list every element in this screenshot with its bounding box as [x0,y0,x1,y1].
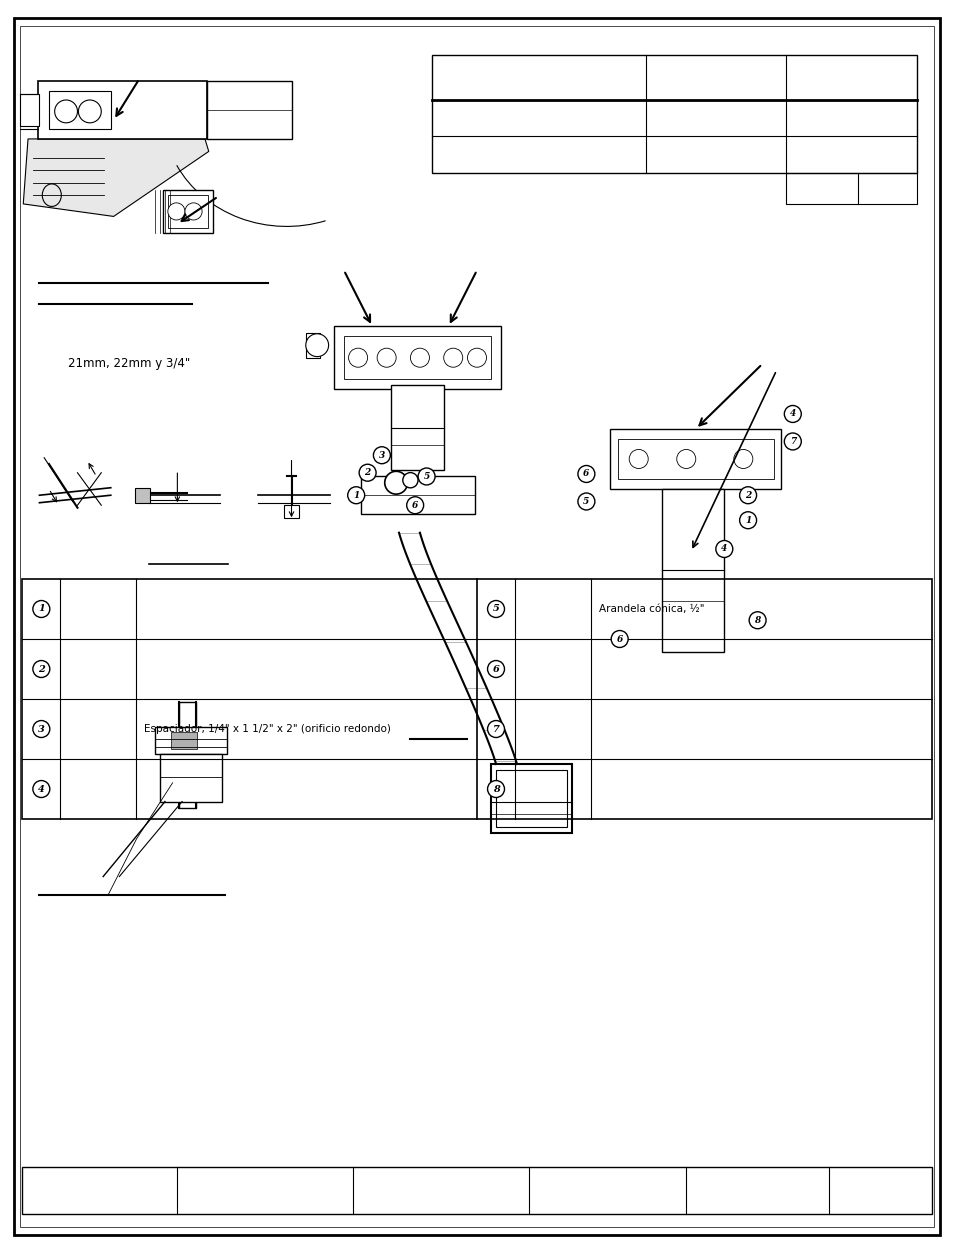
Circle shape [739,511,756,529]
Circle shape [417,467,435,485]
Text: 4: 4 [720,545,727,554]
Bar [334,327,500,388]
Text: 8: 8 [754,615,760,625]
Circle shape [783,434,801,450]
Text: 21mm, 22mm y 3/4": 21mm, 22mm y 3/4" [68,357,190,371]
Text: Espaciador, 1/4" x 1 1/2" x 2" (orificio redondo): Espaciador, 1/4" x 1 1/2" x 2" (orificio… [144,724,391,734]
Circle shape [32,600,50,618]
Circle shape [347,486,364,504]
Bar [179,702,196,808]
Circle shape [402,472,417,487]
Text: 6: 6 [412,501,417,510]
Circle shape [487,781,504,797]
Bar [360,476,475,514]
Circle shape [358,465,375,481]
Circle shape [32,720,50,738]
Text: 7: 7 [789,437,795,446]
Bar [171,732,197,749]
Text: 6: 6 [582,470,589,479]
Circle shape [348,348,367,367]
Circle shape [487,660,504,678]
Bar [20,94,39,127]
Polygon shape [23,139,209,217]
Circle shape [487,720,504,738]
Text: 1: 1 [353,491,359,500]
Circle shape [783,406,801,422]
Circle shape [410,348,429,367]
Circle shape [467,348,486,367]
Bar [785,173,917,204]
Circle shape [733,450,752,469]
Circle shape [32,660,50,678]
Bar [284,505,299,517]
Circle shape [748,611,765,629]
Text: 4: 4 [789,410,795,419]
Text: 2: 2 [38,664,45,674]
Text: 1: 1 [38,604,45,614]
Bar [163,190,213,233]
Bar [610,429,781,489]
Bar [134,487,150,502]
Circle shape [578,466,595,482]
Bar [160,754,222,802]
Bar [661,489,723,652]
Bar [306,333,319,357]
Bar [343,337,491,378]
Circle shape [629,450,647,469]
Circle shape [384,471,407,494]
Circle shape [611,630,627,648]
Circle shape [168,203,185,221]
Circle shape [443,348,462,367]
Circle shape [185,203,202,221]
Circle shape [676,450,695,469]
Circle shape [715,540,732,558]
Text: 5: 5 [492,604,498,614]
Circle shape [487,600,504,618]
Bar [37,81,207,139]
Circle shape [306,333,328,357]
Circle shape [54,100,77,123]
Text: 6: 6 [616,634,622,644]
Circle shape [739,486,756,504]
Circle shape [78,100,101,123]
Circle shape [376,348,395,367]
Bar [432,55,917,173]
Text: 2: 2 [364,469,371,477]
Text: 5: 5 [582,497,589,506]
Circle shape [32,781,50,797]
Text: 3: 3 [38,724,45,733]
Bar [207,81,293,139]
Bar [49,91,111,129]
Text: 6: 6 [492,664,498,674]
Text: 5: 5 [423,472,429,481]
Text: 2: 2 [744,491,750,500]
Bar [155,727,227,754]
Text: 8: 8 [492,784,498,793]
Circle shape [578,492,595,510]
Bar [168,195,208,228]
Bar [496,771,567,827]
Text: 1: 1 [744,516,750,525]
Circle shape [373,447,390,464]
Bar [391,385,443,470]
Circle shape [406,496,423,514]
Bar [22,1167,931,1214]
Bar [22,579,931,819]
Text: Arandela cónica, ½": Arandela cónica, ½" [598,604,703,614]
Text: 4: 4 [38,784,45,793]
Bar [491,764,572,833]
Bar [618,439,773,479]
Text: 3: 3 [378,451,385,460]
Text: 7: 7 [492,724,498,733]
